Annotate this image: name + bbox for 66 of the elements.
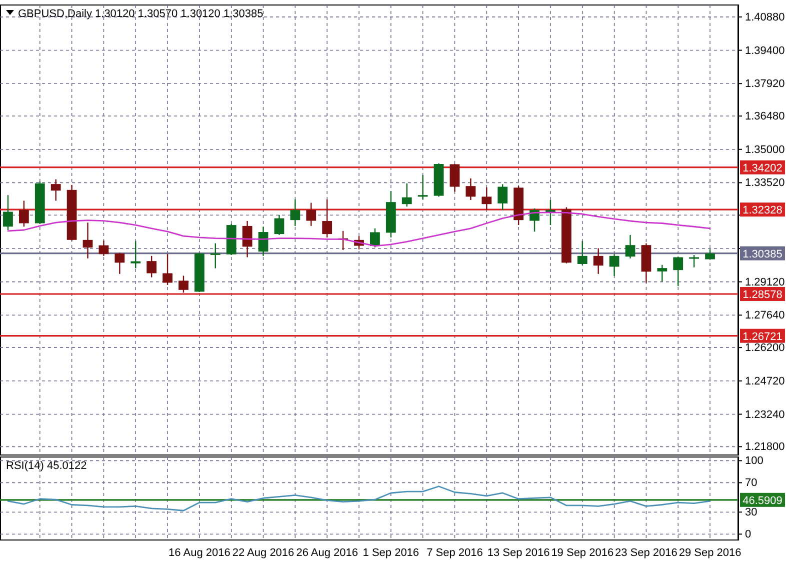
x-tick-label: 16 Aug 2016 [168, 547, 230, 560]
x-tick-label: 26 Aug 2016 [296, 547, 358, 560]
candlestick [370, 228, 380, 248]
ref-line-label: 1.32328 [742, 204, 782, 217]
candlestick [98, 240, 109, 256]
candlestick [3, 194, 13, 231]
y-tick-label: 1.39400 [745, 44, 785, 57]
x-tick-label: 1 Sep 2016 [362, 547, 420, 560]
candlestick [242, 220, 252, 258]
x-tick-label: 22 Aug 2016 [232, 547, 294, 560]
y-tick-label: 1.26200 [745, 342, 785, 354]
candlestick [402, 182, 412, 208]
chart-title: RSI(14) 45.0122 [6, 460, 87, 472]
candlestick [290, 198, 300, 227]
candlestick [146, 255, 157, 278]
x-tick-label: 23 Sep 2016 [615, 547, 678, 560]
candlestick [450, 163, 460, 192]
y-tick-label: 1.33520 [745, 177, 785, 190]
y-tick-label: 1.35000 [745, 144, 785, 156]
x-tick-label: 13 Sep 2016 [487, 547, 550, 560]
candlestick [482, 186, 492, 211]
x-tick-label: 19 Sep 2016 [551, 547, 614, 560]
candlestick [306, 202, 316, 227]
candlestick [705, 248, 715, 260]
ref-line-label: 1.26721 [742, 330, 782, 343]
y-tick-label: 1.40880 [745, 11, 785, 24]
y-tick-label: 1.37920 [745, 78, 785, 90]
y-tick-label: 1.21800 [745, 441, 785, 454]
line-series [7, 486, 711, 512]
candlestick [50, 178, 61, 202]
candlestick [498, 184, 508, 211]
y-tick-label: 0 [745, 528, 752, 541]
candlestick [82, 222, 93, 259]
y-tick-label: 1.36480 [745, 110, 785, 123]
y-tick-label: 1.24720 [745, 375, 785, 388]
candlestick [546, 199, 556, 226]
y-tick-label: 30 [745, 506, 758, 519]
candlestick [162, 254, 172, 286]
candlestick [466, 178, 476, 201]
candlestick [178, 275, 188, 294]
candlestick [657, 264, 668, 282]
candlestick [673, 256, 684, 287]
ref-line-label: 1.30385 [742, 248, 782, 260]
candlestick [322, 198, 332, 238]
chart-title: GBPUSD,Daily 1.30120 1.30570 1.30120 1.30385 [18, 8, 264, 20]
ref-line-label: 46.5909 [742, 494, 782, 507]
candlestick [274, 214, 284, 236]
candlestick [130, 240, 141, 269]
ref-line-label: 1.34202 [742, 162, 782, 174]
candlestick [577, 240, 588, 266]
candlestick [418, 174, 428, 200]
candlestick [593, 248, 604, 275]
candlestick [114, 252, 125, 275]
y-tick-label: 100 [745, 455, 764, 468]
x-tick-label: 7 Sep 2016 [426, 547, 483, 560]
ref-line-label: 1.28578 [742, 289, 782, 302]
y-tick-label: 1.27640 [745, 310, 785, 322]
candlestick [625, 234, 636, 259]
candlestick [210, 242, 220, 269]
candlestick [18, 200, 29, 228]
y-tick-label: 70 [745, 477, 758, 490]
candlestick [609, 254, 620, 277]
candlestick [689, 254, 700, 268]
y-tick-label: 1.29120 [745, 276, 785, 288]
x-tick-label: 29 Sep 2016 [678, 547, 742, 560]
y-tick-label: 1.23240 [745, 408, 785, 421]
